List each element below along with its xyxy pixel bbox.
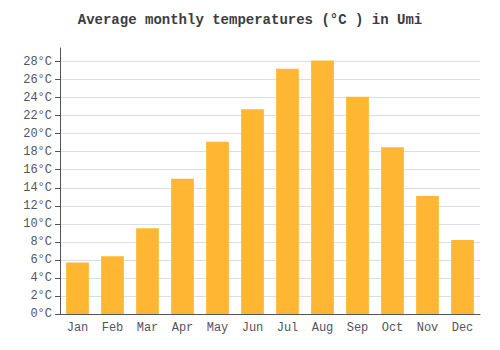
svg-text:Sep: Sep <box>347 321 369 335</box>
svg-text:Jan: Jan <box>67 321 89 335</box>
svg-text:Nov: Nov <box>417 321 439 335</box>
svg-text:12°C: 12°C <box>23 199 52 213</box>
svg-text:Oct: Oct <box>382 321 404 335</box>
svg-text:18°C: 18°C <box>23 145 52 159</box>
svg-text:28°C: 28°C <box>23 55 52 69</box>
svg-text:Average monthly temperatures (: Average monthly temperatures (°C ) in Um… <box>78 12 422 28</box>
svg-text:2°C: 2°C <box>30 289 52 303</box>
svg-text:8°C: 8°C <box>30 235 52 249</box>
svg-text:Aug: Aug <box>312 321 334 335</box>
svg-text:Jun: Jun <box>242 321 264 335</box>
svg-text:24°C: 24°C <box>23 91 52 105</box>
svg-text:May: May <box>207 321 229 335</box>
svg-text:10°C: 10°C <box>23 217 52 231</box>
svg-text:Dec: Dec <box>452 321 474 335</box>
svg-text:14°C: 14°C <box>23 181 52 195</box>
svg-text:20°C: 20°C <box>23 127 52 141</box>
svg-text:Jul: Jul <box>277 321 299 335</box>
svg-text:4°C: 4°C <box>30 271 52 285</box>
svg-text:Apr: Apr <box>172 321 194 335</box>
svg-text:22°C: 22°C <box>23 109 52 123</box>
svg-text:0°C: 0°C <box>30 307 52 321</box>
svg-text:26°C: 26°C <box>23 73 52 87</box>
svg-text:6°C: 6°C <box>30 253 52 267</box>
svg-text:16°C: 16°C <box>23 163 52 177</box>
svg-text:Feb: Feb <box>102 321 124 335</box>
svg-text:Mar: Mar <box>137 321 159 335</box>
